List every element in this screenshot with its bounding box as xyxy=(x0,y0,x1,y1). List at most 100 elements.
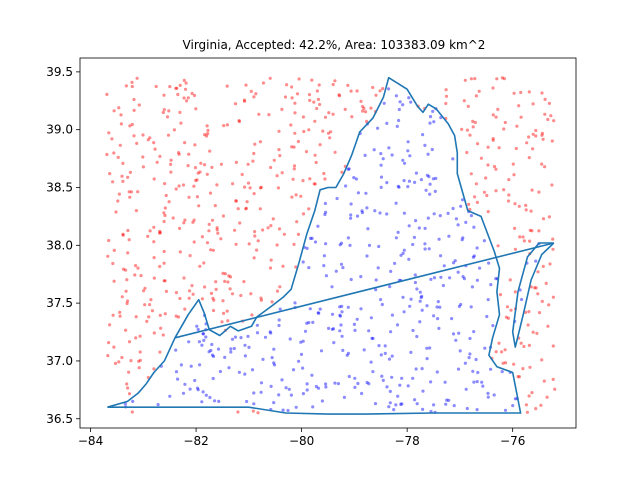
accepted-point xyxy=(447,398,451,402)
rejected-point xyxy=(312,182,316,186)
rejected-point xyxy=(237,119,241,123)
rejected-point xyxy=(182,96,186,100)
rejected-point xyxy=(239,293,243,298)
rejected-point xyxy=(259,298,263,302)
rejected-point xyxy=(193,143,197,147)
rejected-point xyxy=(162,249,166,254)
rejected-point xyxy=(378,89,382,93)
rejected-point xyxy=(187,296,191,300)
accepted-point xyxy=(378,211,382,215)
rejected-point xyxy=(152,367,156,371)
accepted-point xyxy=(372,148,376,152)
rejected-point xyxy=(133,273,137,277)
accepted-point xyxy=(259,381,264,385)
rejected-point xyxy=(162,108,166,112)
rejected-point xyxy=(546,117,550,122)
rejected-point xyxy=(261,81,266,85)
accepted-point xyxy=(451,157,455,161)
rejected-point xyxy=(295,220,299,224)
rejected-point xyxy=(491,138,495,142)
rejected-point xyxy=(474,182,478,186)
rejected-point xyxy=(518,235,522,239)
rejected-point xyxy=(192,218,196,222)
rejected-point xyxy=(280,107,284,111)
rejected-point xyxy=(126,175,130,179)
rejected-point xyxy=(169,170,173,174)
rejected-point xyxy=(301,212,306,216)
rejected-point xyxy=(161,333,165,337)
rejected-point xyxy=(269,224,273,228)
accepted-point xyxy=(476,370,480,375)
rejected-point xyxy=(503,348,507,352)
rejected-point xyxy=(139,274,143,278)
accepted-point xyxy=(418,320,422,324)
rejected-point xyxy=(473,77,477,81)
accepted-point xyxy=(468,336,472,341)
rejected-point xyxy=(475,200,479,204)
accepted-point xyxy=(211,376,215,381)
rejected-point xyxy=(108,172,112,176)
rejected-point xyxy=(444,88,448,92)
rejected-point xyxy=(310,78,314,82)
accepted-point xyxy=(409,100,413,104)
rejected-point xyxy=(485,193,489,198)
accepted-point xyxy=(408,154,412,158)
accepted-point xyxy=(432,120,436,124)
rejected-point xyxy=(212,298,216,302)
rejected-point xyxy=(164,193,168,198)
accepted-point xyxy=(451,332,456,336)
y-tick-label: 39.0 xyxy=(46,123,73,137)
accepted-point xyxy=(460,198,465,202)
rejected-point xyxy=(299,194,303,198)
rejected-point xyxy=(124,289,128,293)
rejected-point xyxy=(355,89,359,93)
accepted-point xyxy=(402,248,406,252)
accepted-point xyxy=(176,377,180,381)
rejected-point xyxy=(285,83,289,87)
accepted-point xyxy=(198,363,202,367)
accepted-point xyxy=(438,305,442,309)
accepted-point xyxy=(340,304,344,308)
rejected-point xyxy=(551,377,555,381)
accepted-point xyxy=(385,385,389,389)
accepted-point xyxy=(462,277,466,281)
accepted-point xyxy=(454,217,458,221)
accepted-point xyxy=(287,387,291,391)
accepted-point xyxy=(415,334,419,339)
accepted-point xyxy=(394,94,398,98)
rejected-point xyxy=(293,131,297,135)
rejected-point xyxy=(323,177,327,181)
accepted-point xyxy=(413,273,417,277)
rejected-point xyxy=(329,130,333,134)
rejected-point xyxy=(465,150,469,155)
accepted-point xyxy=(316,386,321,390)
rejected-point xyxy=(512,362,516,366)
rejected-point xyxy=(536,292,540,296)
rejected-point xyxy=(369,106,373,110)
state-outline xyxy=(107,76,555,415)
rejected-point xyxy=(206,128,210,132)
accepted-point xyxy=(217,399,221,403)
accepted-point xyxy=(472,330,476,334)
accepted-point xyxy=(432,314,436,318)
rejected-point xyxy=(259,185,263,189)
rejected-point xyxy=(228,275,233,279)
accepted-point xyxy=(331,327,336,331)
rejected-point xyxy=(120,355,124,360)
rejected-point xyxy=(175,86,179,90)
accepted-point xyxy=(413,280,417,285)
accepted-point xyxy=(534,259,538,263)
accepted-point xyxy=(332,341,336,345)
rejected-point xyxy=(541,217,546,221)
accepted-point xyxy=(456,270,460,274)
accepted-point xyxy=(426,216,430,220)
rejected-point xyxy=(113,361,118,365)
accepted-point xyxy=(470,285,474,289)
rejected-point xyxy=(119,122,123,126)
rejected-point xyxy=(223,272,227,276)
accepted-point xyxy=(334,269,338,273)
accepted-point xyxy=(355,317,359,321)
rejected-point xyxy=(135,141,139,145)
accepted-point xyxy=(421,133,425,137)
accepted-point xyxy=(456,223,460,227)
